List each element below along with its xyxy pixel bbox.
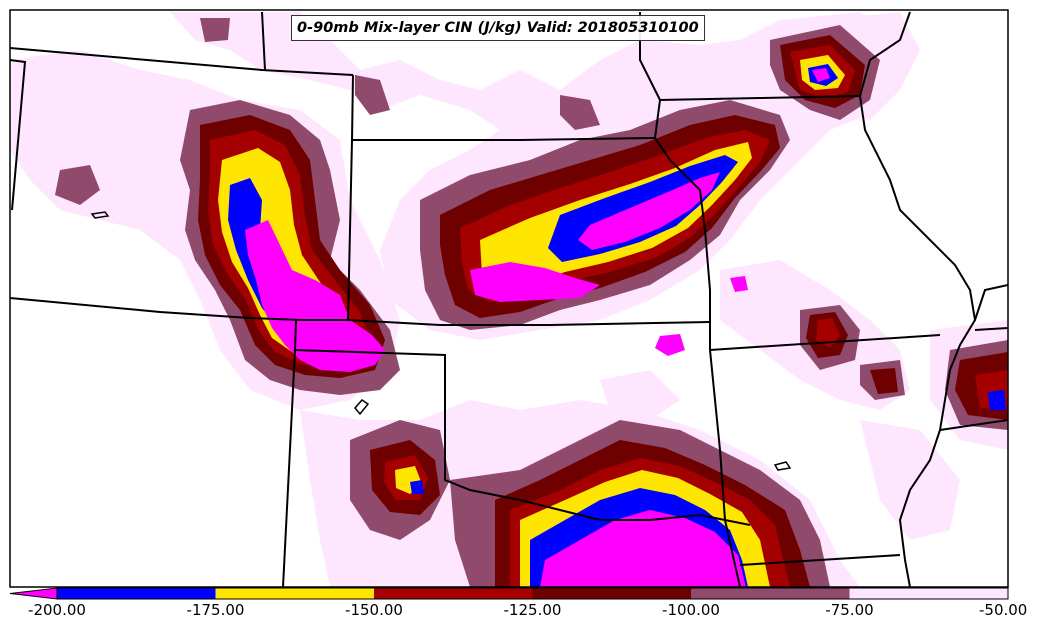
colorbar-bin-5 xyxy=(849,588,1008,599)
colorbar-tick-label: -50.00 xyxy=(978,601,1028,619)
lake-outlines xyxy=(90,211,792,471)
colorbar-bin-1 xyxy=(215,588,374,599)
colorbar-bin-2 xyxy=(374,588,533,599)
cin-band-magenta xyxy=(245,68,830,587)
colorbar-tick-label: -100.00 xyxy=(662,601,720,619)
colorbar-tick-label: -200.00 xyxy=(28,601,86,619)
map-title: 0-90mb Mix-layer CIN (J/kg) Valid: 20180… xyxy=(291,15,705,41)
colorbar-tick-label: -125.00 xyxy=(503,601,562,619)
colorbar-tick-label: -175.00 xyxy=(186,601,245,619)
colorbar-under-arrow xyxy=(9,587,58,600)
colorbar-bin-4 xyxy=(691,588,850,599)
colorbar-tick-label: -150.00 xyxy=(345,601,403,619)
colorbar-frame xyxy=(56,587,1009,600)
colorbar-tick-label: -75.00 xyxy=(825,601,874,619)
colorbar xyxy=(9,587,1009,600)
colorbar-bin-0 xyxy=(57,588,216,599)
state-boundaries xyxy=(10,11,1008,587)
map-frame xyxy=(9,9,1009,588)
colorbar-bin-3 xyxy=(532,588,691,599)
